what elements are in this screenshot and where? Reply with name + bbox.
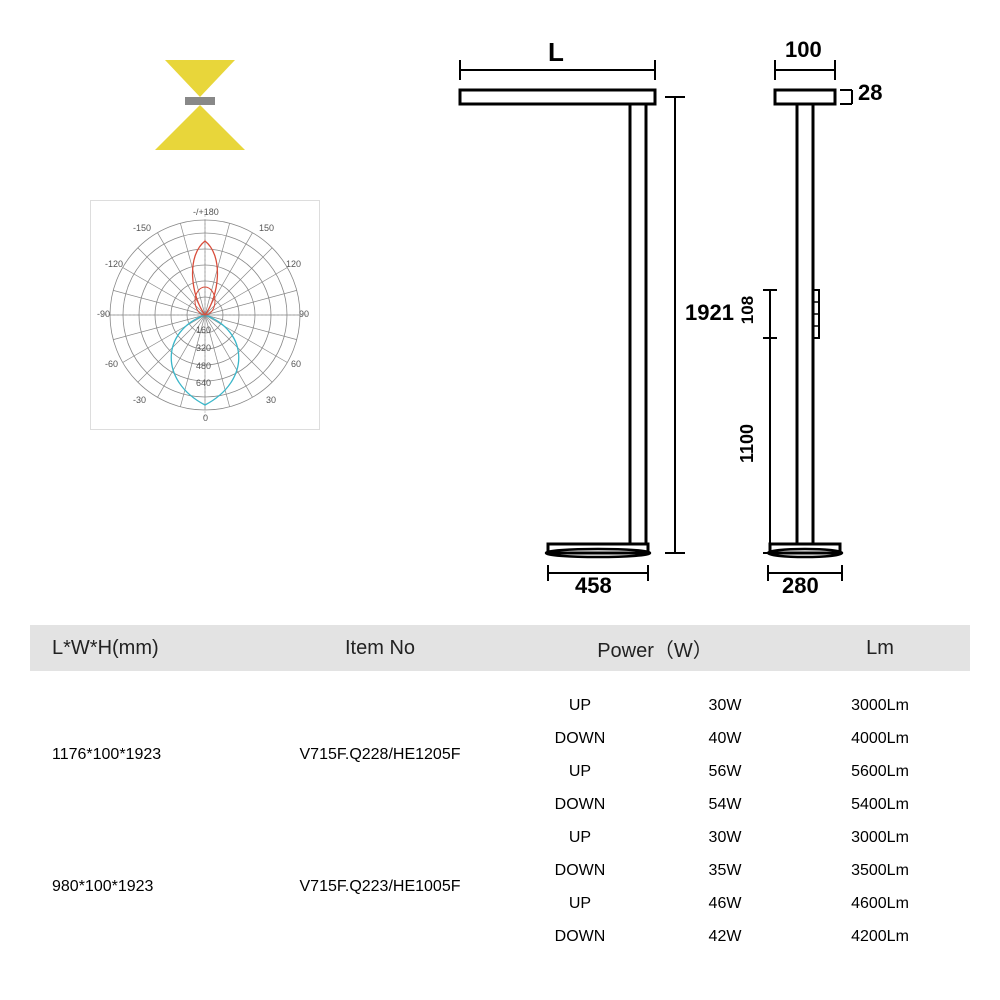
polar-angle-label: -120	[105, 259, 123, 269]
dim-switch-height: 108	[738, 296, 758, 324]
cell-dimensions: 1176*100*1923	[30, 746, 250, 764]
cell-dimensions: 980*100*1923	[30, 878, 250, 896]
polar-ring-label: 640	[196, 378, 211, 388]
cell-item-no: V715F.Q223/HE1005F	[250, 878, 510, 896]
cell-direction: UP	[510, 697, 650, 715]
side-elevation-drawing: 100 28 108 1100 280	[740, 45, 920, 585]
cell-power: 54W	[650, 796, 800, 814]
dim-switch-pos: 1100	[737, 424, 758, 463]
cell-lumen: 5600Lm	[800, 763, 960, 781]
polar-angle-label: 120	[286, 259, 301, 269]
group-left: 1176*100*1923V715F.Q228/HE1205F	[30, 689, 510, 821]
cell-power: 30W	[650, 829, 800, 847]
cell-power: 42W	[650, 928, 800, 946]
cell-lumen: 3000Lm	[800, 829, 960, 847]
cell-direction: UP	[510, 895, 650, 913]
header-item: Item No	[250, 637, 510, 660]
table-row: DOWN40W4000Lm	[510, 722, 960, 755]
table-body: 1176*100*1923V715F.Q228/HE1205FUP30W3000…	[30, 689, 970, 953]
polar-angle-label: -30	[133, 395, 146, 405]
cell-lumen: 3000Lm	[800, 697, 960, 715]
table-group: 980*100*1923V715F.Q223/HE1005FUP30W3000L…	[30, 821, 970, 953]
polar-angle-label: -150	[133, 223, 151, 233]
group-right: UP30W3000LmDOWN40W4000LmUP56W5600LmDOWN5…	[510, 689, 960, 821]
polar-angle-label: 90	[299, 309, 309, 319]
polar-angle-label: 60	[291, 359, 301, 369]
polar-angle-label: 150	[259, 223, 274, 233]
polar-distribution-chart: -/+180 -150 150 -120 120 -90 90 -60 60 -…	[90, 200, 320, 430]
table-row: DOWN35W3500Lm	[510, 854, 960, 887]
dim-side-base: 280	[782, 573, 819, 599]
header-lumen: Lm	[800, 637, 960, 660]
header-dimensions: L*W*H(mm)	[30, 637, 250, 660]
cell-lumen: 4200Lm	[800, 928, 960, 946]
cell-direction: UP	[510, 763, 650, 781]
header-power: Power（W）	[510, 634, 800, 663]
table-row: UP56W5600Lm	[510, 755, 960, 788]
table-row: DOWN42W4200Lm	[510, 920, 960, 953]
spec-table: L*W*H(mm) Item No Power（W） Lm 1176*100*1…	[30, 625, 970, 953]
table-header-row: L*W*H(mm) Item No Power（W） Lm	[30, 625, 970, 671]
polar-ring-label: 160	[196, 325, 211, 335]
polar-angle-label: 0	[203, 413, 208, 423]
group-left: 980*100*1923V715F.Q223/HE1005F	[30, 821, 510, 953]
cell-direction: DOWN	[510, 928, 650, 946]
cell-power: 56W	[650, 763, 800, 781]
table-row: DOWN54W5400Lm	[510, 788, 960, 821]
dim-thickness: 28	[858, 80, 882, 106]
cell-direction: DOWN	[510, 730, 650, 748]
table-row: UP30W3000Lm	[510, 689, 960, 722]
table-row: UP46W4600Lm	[510, 887, 960, 920]
dim-top-width: 100	[785, 37, 822, 63]
table-group: 1176*100*1923V715F.Q228/HE1205FUP30W3000…	[30, 689, 970, 821]
table-row: UP30W3000Lm	[510, 821, 960, 854]
cell-lumen: 4000Lm	[800, 730, 960, 748]
cell-lumen: 3500Lm	[800, 862, 960, 880]
cell-lumen: 5400Lm	[800, 796, 960, 814]
cell-item-no: V715F.Q228/HE1205F	[250, 746, 510, 764]
light-distribution-icon	[135, 55, 265, 155]
cell-power: 30W	[650, 697, 800, 715]
cell-lumen: 4600Lm	[800, 895, 960, 913]
polar-angle-label: -60	[105, 359, 118, 369]
polar-angle-label: 30	[266, 395, 276, 405]
polar-angle-label: -/+180	[193, 207, 219, 217]
dim-height-label: 1921	[685, 300, 734, 326]
front-elevation-drawing: L 1921 458	[440, 45, 700, 585]
polar-angle-label: -90	[97, 309, 110, 319]
dim-base-label: 458	[575, 573, 612, 599]
cell-direction: DOWN	[510, 862, 650, 880]
cell-power: 40W	[650, 730, 800, 748]
polar-ring-label: 320	[196, 343, 211, 353]
dim-L-label: L	[548, 37, 564, 68]
polar-ring-label: 480	[196, 361, 211, 371]
cell-power: 35W	[650, 862, 800, 880]
diagram-area: -/+180 -150 150 -120 120 -90 90 -60 60 -…	[0, 0, 1000, 600]
cell-direction: DOWN	[510, 796, 650, 814]
cell-power: 46W	[650, 895, 800, 913]
group-right: UP30W3000LmDOWN35W3500LmUP46W4600LmDOWN4…	[510, 821, 960, 953]
cell-direction: UP	[510, 829, 650, 847]
